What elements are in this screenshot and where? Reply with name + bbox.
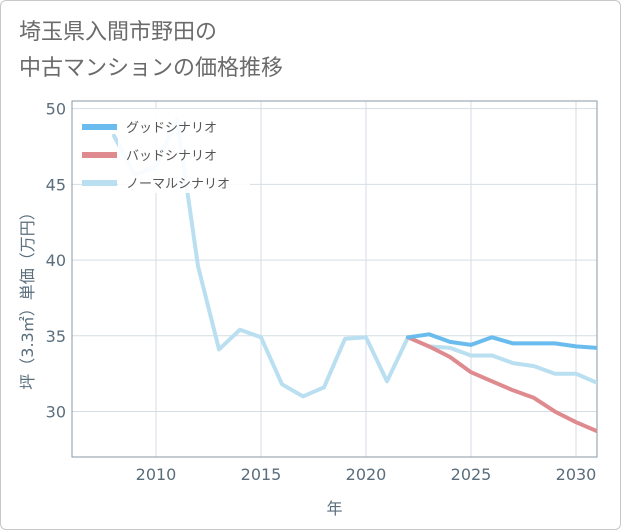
chart-title-line2: 中古マンションの価格推移 [19,56,284,81]
x-tick-label-2030: 2030 [556,465,597,484]
legend-box [118,109,250,193]
legend-label-1[interactable]: バッドシナリオ [126,149,217,164]
y-tick-label-50: 50 [46,100,66,119]
series-line-0 [406,332,597,350]
y-tick-label-45: 45 [46,175,66,194]
legend-label-2[interactable]: ノーマルシナリオ [126,177,230,192]
chart-title: 埼玉県入間市野田の 中古マンションの価格推移 [19,15,283,87]
y-tick-label-40: 40 [46,251,66,270]
y-axis-label: 坪（3.3㎡）単価（万円） [18,204,37,389]
chart-title-line1: 埼玉県入間市野田の [19,20,218,45]
legend-label-0[interactable]: グッドシナリオ [126,121,217,136]
series-line-1 [406,335,597,434]
x-tick-label-2015: 2015 [241,465,282,484]
y-tick-label-35: 35 [46,327,66,346]
y-tick-label-30: 30 [46,403,66,422]
series-line-2 [112,117,597,399]
x-tick-label-2025: 2025 [451,465,492,484]
x-tick-label-2010: 2010 [136,465,177,484]
x-axis-label: 年 [326,499,342,518]
plot-frame [71,100,598,458]
x-tick-label-2020: 2020 [346,465,387,484]
